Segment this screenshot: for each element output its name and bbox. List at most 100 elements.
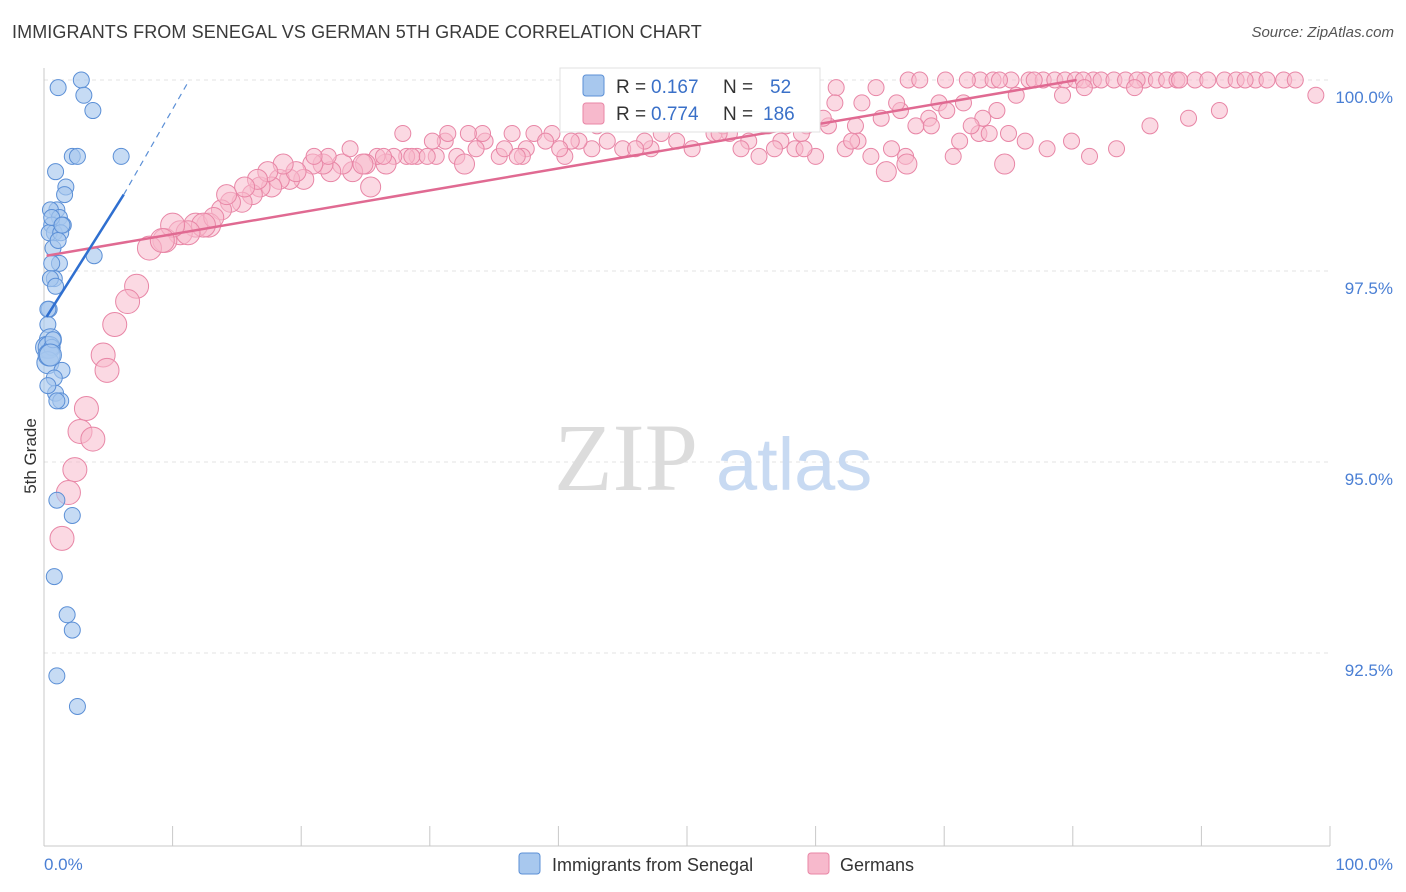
x-tick-label-0: 0.0% — [44, 855, 83, 874]
x-tick-label-1: 100.0% — [1335, 855, 1393, 874]
germans-point — [1258, 71, 1276, 89]
germans-point — [423, 132, 441, 150]
germans-point — [375, 147, 393, 165]
germans-point — [459, 124, 477, 142]
germans-point — [94, 357, 120, 383]
germans-point — [683, 140, 701, 158]
senegal-point — [49, 79, 67, 97]
legend-swatch-germans[interactable] — [807, 852, 830, 875]
germans-point — [1075, 79, 1093, 97]
germans-point — [495, 140, 513, 158]
germans-point — [467, 140, 485, 158]
germans-point — [1000, 124, 1017, 142]
germans-point — [1063, 132, 1081, 150]
germans-point — [474, 124, 492, 142]
germans-point — [352, 153, 374, 175]
stats-n-value-germans: 186 — [763, 104, 795, 125]
y-axis-label: 5th Grade — [21, 418, 40, 494]
germans-point — [980, 124, 998, 142]
watermark-atlas: atlas — [716, 423, 872, 506]
germans-point — [1236, 71, 1254, 89]
watermark: ZIP atlas — [554, 404, 872, 511]
senegal-points — [35, 71, 130, 715]
stats-box: R = 0.167 N = 52 R = 0.774 N = 186 — [559, 67, 821, 133]
germans-point — [867, 79, 885, 97]
germans-point — [1081, 147, 1099, 165]
germans-point — [1016, 132, 1034, 150]
stats-r-value-germans: 0.774 — [651, 104, 699, 125]
senegal-point — [68, 147, 86, 165]
senegal-point — [48, 491, 66, 509]
source-label: Source: ZipAtlas.com — [1251, 24, 1394, 41]
germans-point — [305, 147, 323, 165]
germans-point — [882, 140, 900, 158]
germans-point — [216, 184, 238, 206]
germans-point — [503, 124, 521, 142]
trend-lines — [45, 78, 1077, 318]
stats-n-label-germans: N = — [723, 104, 753, 125]
germans-point — [508, 147, 526, 165]
legend-label-senegal[interactable]: Immigrants from Senegal — [552, 855, 753, 875]
germans-point — [994, 153, 1016, 175]
tick-labels: 100.0% 97.5% 95.0% 92.5% 0.0% 100.0% — [44, 88, 1393, 874]
germans-point — [843, 132, 861, 150]
germans-point — [537, 132, 555, 150]
germans-point — [102, 311, 128, 337]
germans-point — [1171, 71, 1189, 89]
senegal-point — [43, 254, 61, 272]
stats-r-label-germans: R = — [616, 104, 646, 125]
senegal-point — [49, 231, 67, 249]
senegal-point — [48, 392, 66, 410]
germans-point — [1180, 109, 1198, 127]
senegal-point — [68, 697, 86, 715]
senegal-point — [38, 343, 62, 367]
stats-swatch-senegal — [582, 74, 605, 97]
germans-point — [1141, 117, 1159, 135]
legend-swatch-senegal[interactable] — [518, 852, 541, 875]
germans-point — [62, 457, 88, 483]
germans-point — [551, 140, 569, 158]
germans-point — [936, 71, 954, 89]
legend-label-germans[interactable]: Germans — [840, 855, 914, 875]
senegal-point — [84, 102, 102, 120]
germans-point — [341, 140, 359, 158]
germans-point — [583, 140, 601, 158]
germans-point — [911, 71, 929, 89]
germans-point — [115, 289, 141, 315]
legend: Immigrants from Senegal Germans — [518, 852, 914, 875]
germans-point — [958, 71, 976, 89]
germans-point — [234, 176, 256, 198]
senegal-point — [53, 216, 71, 234]
stats-n-value-senegal: 52 — [770, 77, 791, 98]
germans-point — [732, 140, 750, 158]
stats-r-label-senegal: R = — [616, 77, 646, 98]
germans-point — [49, 525, 75, 551]
germans-point — [951, 132, 969, 150]
germans-point — [922, 117, 940, 135]
germans-point — [454, 153, 476, 175]
senegal-point — [56, 186, 74, 204]
senegal-point — [47, 277, 65, 295]
germans-point — [765, 140, 783, 158]
germans-point — [896, 153, 918, 175]
germans-point — [1054, 86, 1072, 104]
germans-point — [846, 117, 864, 135]
germans-point — [319, 147, 337, 165]
senegal-point — [72, 71, 90, 89]
y-tick-label-3: 92.5% — [1345, 661, 1393, 680]
chart-title: IMMIGRANTS FROM SENEGAL VS GERMAN 5TH GR… — [12, 22, 702, 42]
senegal-point — [63, 621, 81, 639]
germans-point — [875, 161, 897, 183]
germans-point — [988, 102, 1006, 120]
germans-point — [907, 117, 925, 135]
germans-point — [826, 94, 844, 112]
germans-point — [73, 396, 99, 422]
germans-point — [627, 140, 645, 158]
senegal-trend-extension — [123, 79, 190, 195]
senegal-trend-line — [45, 193, 125, 318]
senegal-point — [48, 667, 66, 685]
germans-point — [962, 117, 980, 135]
germans-point — [1210, 102, 1228, 120]
y-tick-label-0: 100.0% — [1335, 88, 1393, 107]
